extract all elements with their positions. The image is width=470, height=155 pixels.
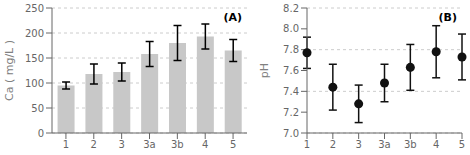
svg-text:2: 2: [91, 139, 97, 150]
svg-text:4: 4: [202, 139, 208, 150]
svg-text:100: 100: [25, 78, 44, 89]
svg-text:50: 50: [31, 103, 44, 114]
svg-text:1: 1: [63, 139, 69, 150]
svg-text:3: 3: [355, 139, 361, 150]
svg-text:7.6: 7.6: [283, 65, 299, 76]
svg-text:250: 250: [25, 3, 44, 14]
svg-text:7.4: 7.4: [283, 86, 299, 97]
svg-text:pH: pH: [258, 63, 271, 78]
svg-text:3b: 3b: [404, 139, 417, 150]
svg-text:8.2: 8.2: [283, 3, 299, 14]
svg-text:200: 200: [25, 28, 44, 39]
svg-text:4: 4: [433, 139, 439, 150]
html-text:(A): (A): [223, 11, 242, 24]
svg-text:3a: 3a: [378, 139, 391, 150]
svg-text:7.0: 7.0: [283, 128, 299, 139]
html-text:(B): (B): [438, 11, 457, 24]
svg-text:150: 150: [25, 53, 44, 64]
svg-text:3a: 3a: [143, 139, 156, 150]
svg-text:5: 5: [230, 139, 236, 150]
svg-text:5: 5: [459, 139, 462, 150]
svg-text:1: 1: [304, 139, 310, 150]
svg-text:8.0: 8.0: [283, 23, 299, 34]
svg-text:7.2: 7.2: [283, 107, 299, 118]
svg-text:3: 3: [118, 139, 124, 150]
svg-text:0: 0: [38, 128, 44, 139]
svg-text:Ca ( mg/L ): Ca ( mg/L ): [8, 40, 16, 101]
svg-text:3b: 3b: [171, 139, 184, 150]
svg-text:2: 2: [330, 139, 336, 150]
svg-text:7.8: 7.8: [283, 44, 299, 55]
